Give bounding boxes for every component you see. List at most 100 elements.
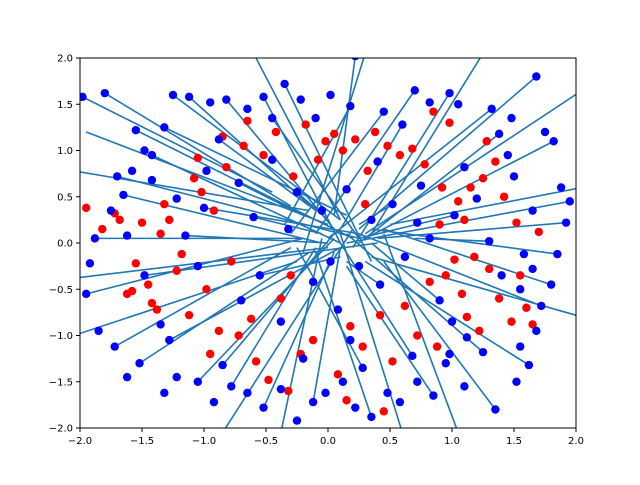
x-tick-label: 0.0 bbox=[320, 436, 336, 447]
scatter-point-red bbox=[243, 116, 252, 126]
scatter-point-red bbox=[475, 326, 484, 336]
scatter-point-blue bbox=[460, 382, 469, 391]
scatter-point-blue bbox=[532, 72, 541, 81]
scatter-point-blue bbox=[528, 264, 537, 274]
scatter-point-red bbox=[457, 289, 467, 299]
scatter-point-blue bbox=[135, 359, 144, 368]
scatter-point-red bbox=[507, 317, 516, 326]
scatter-point-blue bbox=[472, 194, 481, 203]
scatter-point-blue bbox=[202, 166, 211, 176]
connector-line bbox=[238, 182, 304, 216]
scatter-point-red bbox=[222, 162, 231, 172]
scatter-point-blue bbox=[342, 185, 351, 194]
x-tick-label: −1.5 bbox=[130, 436, 154, 447]
scatter-point-blue bbox=[354, 261, 364, 271]
x-tick-label: 2.0 bbox=[568, 436, 584, 447]
scatter-point-red bbox=[127, 286, 137, 296]
y-tick-label: −1.0 bbox=[49, 331, 73, 342]
scatter-point-blue bbox=[321, 388, 330, 398]
scatter-point-blue bbox=[445, 88, 454, 98]
scatter-point-red bbox=[437, 183, 447, 192]
x-tick-label: −2.0 bbox=[68, 436, 92, 447]
scatter-point-blue bbox=[346, 335, 355, 345]
scatter-point-blue bbox=[184, 92, 194, 102]
y-tick-label: −0.5 bbox=[49, 285, 73, 296]
connector-line bbox=[312, 247, 342, 403]
scatter-point-red bbox=[420, 160, 429, 169]
scatter-point-blue bbox=[528, 206, 537, 215]
scatter-point-blue bbox=[276, 317, 286, 326]
scatter-point-red bbox=[491, 157, 500, 166]
scatter-point-red bbox=[152, 305, 162, 314]
scatter-point-blue bbox=[222, 95, 231, 104]
scatter-point-red bbox=[209, 206, 219, 215]
scatter-point-red bbox=[184, 310, 194, 320]
scatter-point-red bbox=[499, 192, 509, 201]
scatter-point-red bbox=[435, 220, 444, 229]
connector-line bbox=[163, 126, 347, 216]
connector-line bbox=[345, 265, 435, 397]
connector-line bbox=[123, 194, 322, 244]
scatter-point-blue bbox=[524, 360, 534, 370]
scatter-point-blue bbox=[100, 88, 110, 98]
scatter-point-red bbox=[147, 298, 157, 308]
connector-line bbox=[371, 256, 576, 317]
scatter-point-red bbox=[425, 277, 434, 287]
scatter-point-red bbox=[271, 127, 281, 137]
scatter-point-blue bbox=[268, 113, 277, 123]
scatter-point-blue bbox=[259, 92, 268, 102]
scatter-point-blue bbox=[156, 320, 165, 329]
scatter-point-red bbox=[330, 129, 339, 139]
scatter-point-blue bbox=[160, 123, 169, 132]
scatter-point-red bbox=[115, 215, 124, 225]
y-tick-label: −1.5 bbox=[49, 377, 73, 388]
scatter-point-blue bbox=[172, 372, 181, 382]
connector-line bbox=[185, 234, 329, 244]
connector-line bbox=[80, 260, 298, 335]
scatter-point-blue bbox=[540, 127, 550, 137]
scatter-point-blue bbox=[367, 412, 376, 422]
y-tick-label: 0.0 bbox=[57, 239, 73, 250]
scatter-point-blue bbox=[317, 206, 326, 215]
scatter-point-blue bbox=[326, 90, 335, 100]
scatter-point-red bbox=[98, 224, 107, 234]
scatter-point-red bbox=[429, 107, 438, 116]
scatter-point-red bbox=[264, 375, 273, 385]
scatter-point-red bbox=[313, 155, 323, 164]
x-tick-label: 1.0 bbox=[444, 436, 460, 447]
scatter-point-blue bbox=[259, 403, 268, 412]
scatter-point-blue bbox=[487, 104, 496, 114]
point-layer bbox=[80, 58, 574, 425]
connector-line bbox=[262, 251, 335, 408]
scatter-point-blue bbox=[454, 100, 463, 109]
scatter-point-red bbox=[470, 252, 479, 262]
connector-line bbox=[104, 92, 292, 207]
scatter-point-red bbox=[450, 255, 459, 264]
scatter-point-red bbox=[358, 342, 367, 351]
connector-line bbox=[358, 233, 542, 307]
connector-line bbox=[296, 247, 364, 369]
scatter-point-blue bbox=[516, 285, 525, 294]
scatter-point-red bbox=[388, 357, 397, 366]
scatter-point-blue bbox=[227, 382, 236, 391]
scatter-point-blue bbox=[462, 333, 472, 342]
scatter-point-blue bbox=[537, 301, 546, 311]
scatter-point-red bbox=[308, 335, 318, 345]
connector-line bbox=[339, 233, 402, 428]
scatter-point-blue bbox=[243, 104, 252, 114]
scatter-point-blue bbox=[193, 261, 202, 271]
scatter-point-red bbox=[485, 264, 494, 274]
scatter-point-red bbox=[214, 326, 224, 336]
connector-line bbox=[281, 238, 323, 428]
scatter-point-blue bbox=[119, 190, 128, 200]
connector-line bbox=[346, 233, 484, 353]
scatter-point-blue bbox=[333, 305, 343, 314]
scatter-point-red bbox=[494, 294, 504, 303]
scatter-point-blue bbox=[429, 391, 438, 400]
scatter-point-red bbox=[202, 285, 211, 294]
scatter-point-red bbox=[516, 271, 525, 280]
scatter-point-blue bbox=[351, 58, 360, 61]
connector-line bbox=[314, 251, 373, 418]
connector-line bbox=[364, 260, 530, 366]
